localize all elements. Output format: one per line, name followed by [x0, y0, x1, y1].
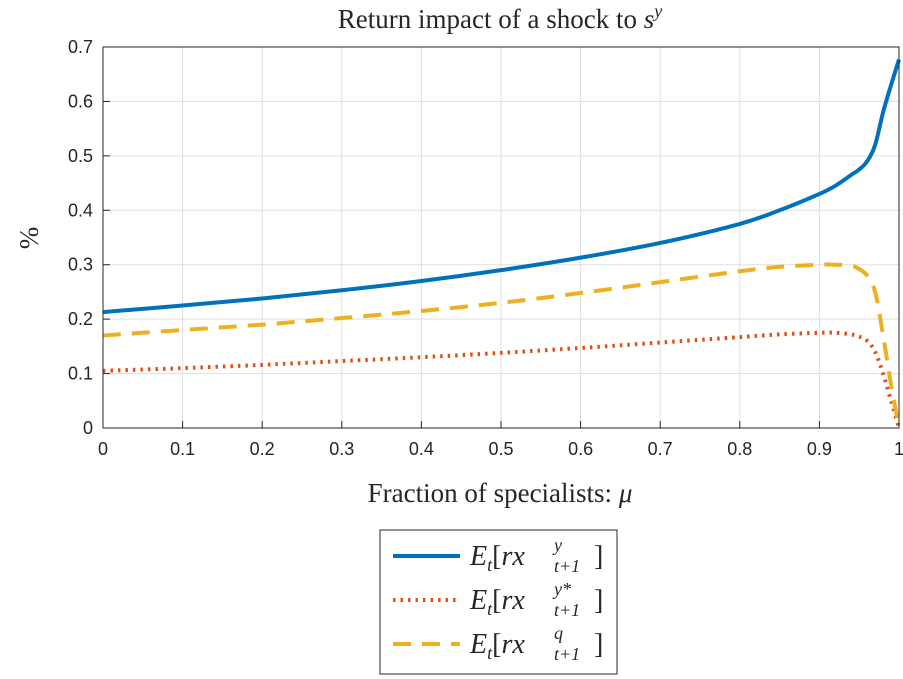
- y-tick-label: 0.3: [68, 255, 93, 275]
- legend-superscript: q: [554, 623, 563, 643]
- y-tick-label: 0: [83, 418, 93, 438]
- legend-bracket: ]: [594, 585, 603, 616]
- x-tick-label: 1: [894, 439, 903, 459]
- series-line-rx-y: [102, 58, 901, 315]
- series-line-rx-y-star: [102, 330, 901, 429]
- x-tick-label: 0.4: [409, 439, 434, 459]
- x-tick-label: 0.5: [488, 439, 513, 459]
- legend-entry-rx-q: Et[rx qt+1]: [469, 623, 603, 664]
- legend: Et[rx yt+1]Et[rx y*t+1]Et[rx qt+1]: [379, 529, 618, 675]
- y-tick-label: 0.7: [68, 37, 93, 57]
- x-axis-label: Fraction of specialists: μ: [368, 478, 633, 508]
- x-tick-label: 0.7: [648, 439, 673, 459]
- y-tick-label: 0.2: [68, 309, 93, 329]
- legend-superscript: y*: [552, 579, 571, 599]
- x-tick-label: 0.6: [568, 439, 593, 459]
- series-layer: [102, 58, 901, 429]
- legend-subscript: t+1: [554, 600, 580, 620]
- x-tick-label: 0.3: [329, 439, 354, 459]
- y-tick-label: 0.4: [68, 200, 93, 220]
- x-tick-label: 0.1: [170, 439, 195, 459]
- y-tick-label: 0.6: [68, 91, 93, 111]
- legend-entry-rx-y-star: Et[rx y*t+1]: [469, 579, 603, 620]
- series-line-rx-q: [102, 262, 901, 429]
- y-tick-label: 0.5: [68, 146, 93, 166]
- legend-label: Et[rx: [469, 585, 525, 619]
- legend-bracket: ]: [594, 629, 603, 660]
- legend-label: Et[rx: [469, 629, 525, 663]
- y-axis-label: %: [14, 227, 44, 250]
- legend-entry-rx-y: Et[rx yt+1]: [469, 535, 603, 576]
- x-tick-label: 0.8: [727, 439, 752, 459]
- legend-superscript: y: [552, 535, 562, 555]
- x-tick-label: 0: [98, 439, 108, 459]
- x-tick-label: 0.2: [250, 439, 275, 459]
- legend-label: Et[rx: [469, 541, 525, 575]
- axes: 0 0.1 0.2 0.3 0.4 0.5 0.6 0.7 0.8 0.9 1 0 0.1 0.2 0.3 0…: [68, 37, 903, 459]
- legend-subscript: t+1: [554, 556, 580, 576]
- legend-subscript: t+1: [554, 644, 580, 664]
- x-tick-label: 0.9: [807, 439, 832, 459]
- chart-title: Return impact of a shock to sy: [338, 1, 662, 34]
- legend-bracket: ]: [594, 541, 603, 572]
- y-tick-label: 0.1: [68, 364, 93, 384]
